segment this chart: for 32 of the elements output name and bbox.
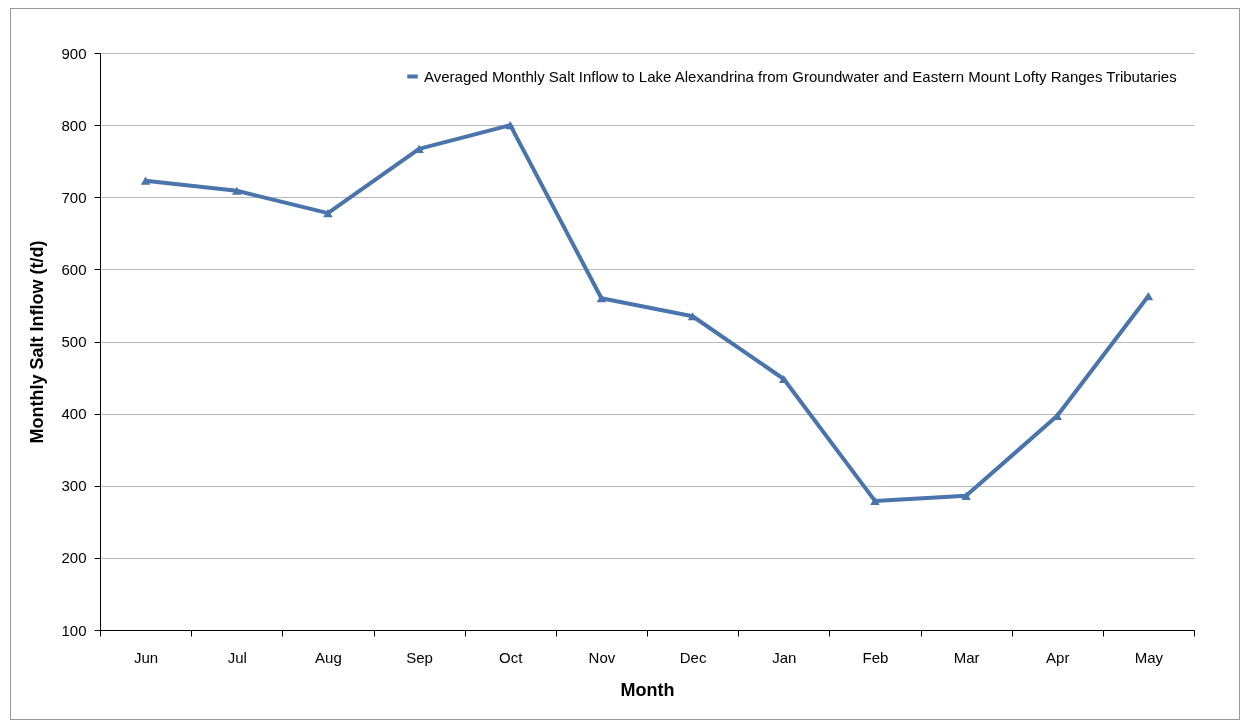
point xyxy=(961,491,971,500)
x-tick-label: Apr xyxy=(1046,648,1070,666)
x-tick-label: Sep xyxy=(406,648,433,666)
y-tick-label: 600 xyxy=(61,260,87,278)
x-tick-label: Jun xyxy=(133,648,159,666)
legend-label: Averaged Monthly Salt Inflow to Lake Alexandrina from Groundwater and Eastern Mount Lofty Ranges Tributaries xyxy=(424,67,1177,85)
point xyxy=(870,496,880,505)
y-tick-label: 400 xyxy=(61,405,87,423)
x-tick-label: Jul xyxy=(227,648,247,666)
y-tick-label: 700 xyxy=(61,188,87,206)
y-tick-label: 200 xyxy=(61,549,87,567)
point xyxy=(232,186,242,195)
y-tick-label: 500 xyxy=(61,333,87,350)
x-tick-label: May xyxy=(1134,648,1164,666)
point xyxy=(140,176,151,185)
point xyxy=(505,121,515,130)
y-tick-label: 900 xyxy=(61,44,87,62)
y-tick-label: 100 xyxy=(61,621,87,639)
x-tick-label: Aug xyxy=(315,648,342,666)
x-tick-label: Mar xyxy=(953,648,980,666)
y-tick-label: 300 xyxy=(61,477,87,495)
x-tick-label: Oct xyxy=(499,648,524,666)
point xyxy=(779,374,789,384)
x-axis-title: Month xyxy=(620,679,675,700)
y-axis-title: Monthly Salt Inflow (t/d) xyxy=(27,240,48,444)
x-tick-label: Nov xyxy=(588,648,616,666)
x-tick-label: Dec xyxy=(679,648,707,666)
point xyxy=(323,209,333,218)
x-tick-label: Feb xyxy=(862,648,889,666)
y-tick-label: 800 xyxy=(61,116,87,134)
point xyxy=(596,294,607,303)
x-tick-label: Jan xyxy=(772,648,797,666)
